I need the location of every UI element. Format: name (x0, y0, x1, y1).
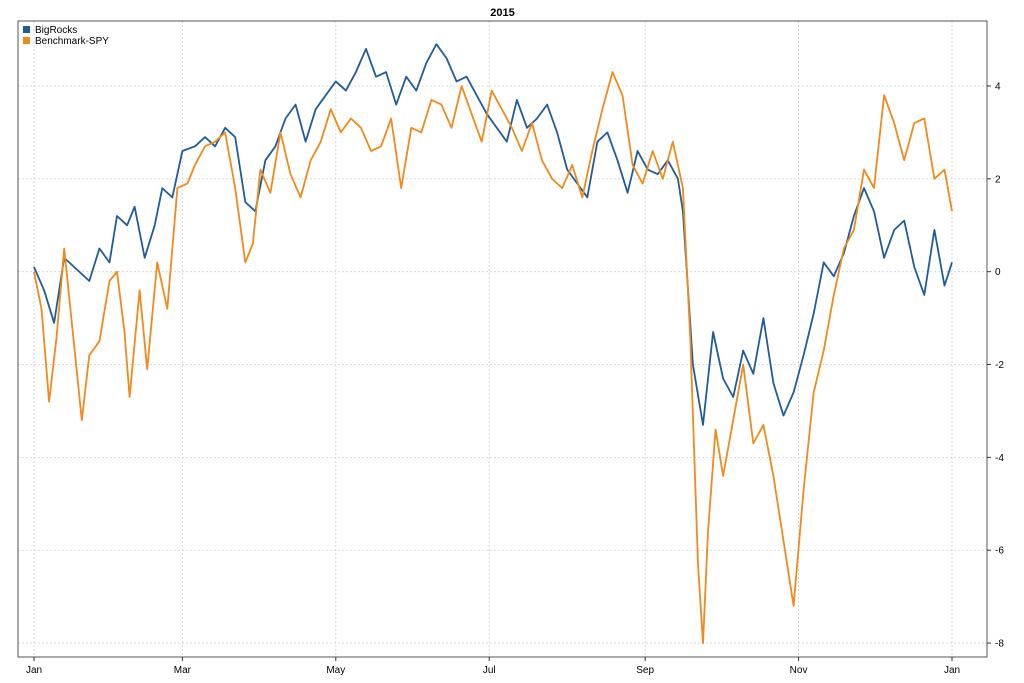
series-line-benchmark-spy (33, 71, 953, 644)
y-tick-label: 0 (995, 267, 1001, 278)
legend-label: BigRocks (35, 25, 77, 36)
legend-label: Benchmark-SPY (35, 36, 109, 47)
chart-title: 2015 (490, 7, 514, 19)
x-tick-label: May (326, 665, 345, 676)
y-tick-label: -6 (995, 546, 1004, 557)
y-tick-label: -2 (995, 360, 1004, 371)
series-lines (33, 43, 953, 644)
x-tick-label: Nov (790, 665, 808, 676)
x-tick-label: Jan (944, 665, 960, 676)
x-tick-label: Mar (174, 665, 192, 676)
x-tick-label: Sep (636, 665, 654, 676)
series-line-bigrocks (33, 43, 953, 426)
y-tick-label: -4 (995, 453, 1004, 464)
y-tick-label: -8 (995, 639, 1004, 650)
gridlines (18, 21, 987, 657)
legend-swatch (23, 37, 30, 44)
y-tick-label: 4 (995, 81, 1001, 92)
plot-frame (17, 20, 988, 658)
legend-swatch (23, 26, 30, 33)
x-tick-label: Jul (483, 665, 496, 676)
x-tick-label: Jan (26, 665, 42, 676)
axes: Jan Mar May Jul Sep Nov Jan 4 2 0 -2 -4 -6 -8 (26, 81, 1004, 676)
y-tick-label: 2 (995, 174, 1001, 185)
